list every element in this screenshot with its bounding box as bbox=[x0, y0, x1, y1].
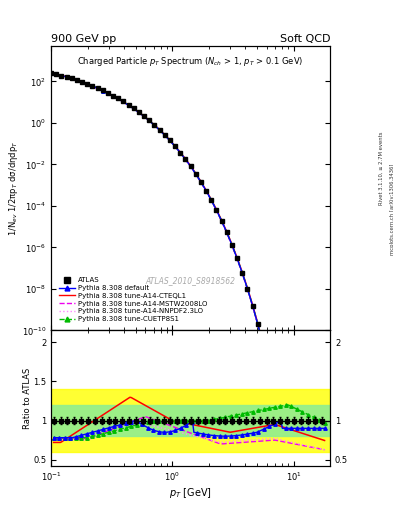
Text: Soft QCD: Soft QCD bbox=[280, 33, 330, 44]
Bar bbox=[51, 405, 330, 436]
Text: Charged Particle $p_T$ Spectrum ($N_{ch}$ > 1, $p_T$ > 0.1 GeV): Charged Particle $p_T$ Spectrum ($N_{ch}… bbox=[77, 55, 304, 68]
Y-axis label: 1/N$_{ev}$ 1/2πp$_T$ dσ/dηdp$_T$: 1/N$_{ev}$ 1/2πp$_T$ dσ/dηdp$_T$ bbox=[7, 141, 20, 236]
X-axis label: $p_T$ [GeV]: $p_T$ [GeV] bbox=[169, 486, 212, 500]
Text: mcplots.cern.ch [arXiv:1306.3436]: mcplots.cern.ch [arXiv:1306.3436] bbox=[390, 163, 393, 254]
Text: ATLAS_2010_S8918562: ATLAS_2010_S8918562 bbox=[145, 276, 236, 285]
Bar bbox=[51, 389, 330, 452]
Text: 900 GeV pp: 900 GeV pp bbox=[51, 33, 116, 44]
Text: Rivet 3.1.10, ≥ 2.7M events: Rivet 3.1.10, ≥ 2.7M events bbox=[379, 131, 384, 205]
Y-axis label: Ratio to ATLAS: Ratio to ATLAS bbox=[23, 368, 32, 429]
Legend: ATLAS, Pythia 8.308 default, Pythia 8.308 tune-A14-CTEQL1, Pythia 8.308 tune-A14: ATLAS, Pythia 8.308 default, Pythia 8.30… bbox=[57, 275, 209, 324]
